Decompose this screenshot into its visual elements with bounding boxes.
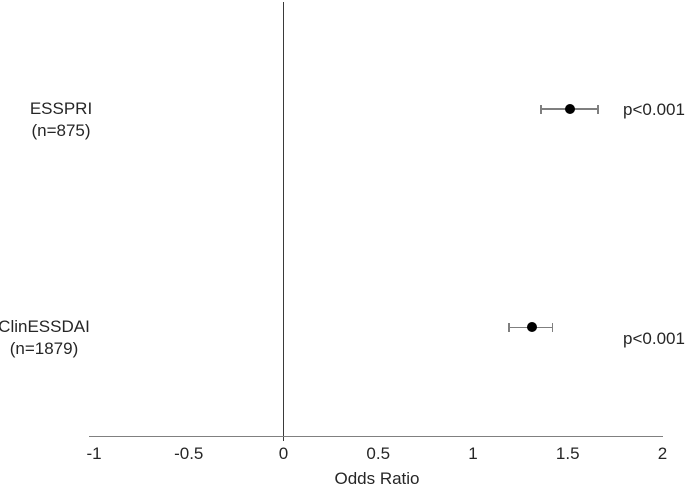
x-tick-label: 1.5 — [555, 444, 580, 463]
x-tick-label: 0 — [278, 444, 289, 463]
x-tick-label: 0.5 — [366, 444, 391, 463]
ci-cap-right — [551, 322, 554, 332]
or-point-marker — [526, 322, 537, 333]
ci-cap-left — [540, 104, 542, 114]
x-tick-label: -0.5 — [174, 444, 204, 463]
row-label-name: ClinESSDAI — [0, 317, 90, 337]
reference-line — [282, 2, 285, 441]
x-axis-line — [89, 435, 663, 438]
row-label-n: (n=875) — [31, 121, 91, 141]
ci-cap-left — [508, 322, 510, 332]
row-label: ClinESSDAI (n=1879) — [0, 316, 104, 360]
or-point-marker — [564, 104, 575, 115]
x-tick-label: 2 — [657, 444, 668, 463]
row-label-name: ESSPRI — [29, 99, 93, 119]
row-label: ESSPRI (n=875) — [1, 98, 121, 142]
ci-cap-right — [597, 104, 599, 114]
p-value-label: p<0.001 — [623, 100, 685, 120]
x-axis-title: Odds Ratio — [334, 469, 420, 488]
x-tick-label: -1 — [86, 444, 102, 463]
p-value-label: p<0.001 — [623, 329, 685, 349]
x-tick-label: 1 — [468, 444, 478, 463]
row-label-n: (n=1879) — [9, 339, 79, 359]
